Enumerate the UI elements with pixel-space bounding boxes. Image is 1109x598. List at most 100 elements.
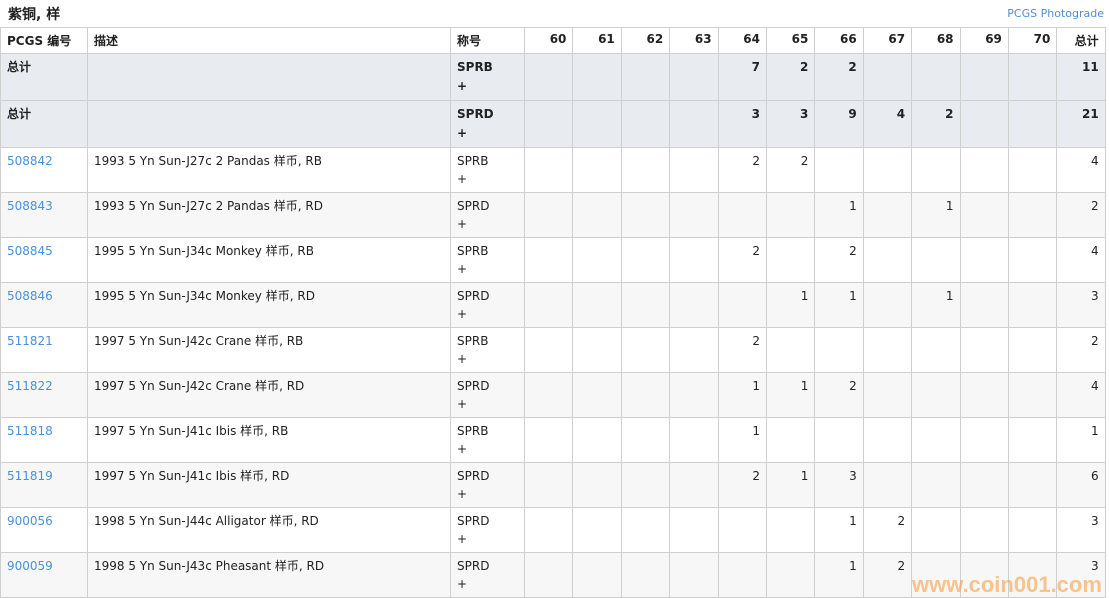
grade-count-cell (523, 100, 574, 148)
grade-count-cell (572, 507, 622, 553)
description-cell: 1995 5 Yn Sun-J34c Monkey 样币, RB (87, 237, 451, 283)
designation-cell: SPRD + (450, 552, 525, 598)
grade-count-cell: 4 (862, 100, 913, 148)
grade-count-cell (765, 192, 816, 238)
column-header[interactable]: 67 (862, 27, 913, 54)
grade-count-cell: 1 (765, 282, 816, 328)
grade-count-cell: 3 (765, 100, 816, 148)
grade-count-cell (620, 507, 671, 553)
description-cell: 1997 5 Yn Sun-J42c Crane 样币, RB (87, 327, 451, 373)
total-count-cell: 4 (1056, 147, 1106, 193)
grade-count-cell: 1 (814, 507, 864, 553)
grade-count-cell (959, 372, 1009, 418)
column-header[interactable]: 61 (572, 27, 622, 54)
grade-count-cell (620, 372, 671, 418)
grade-count-cell (1007, 147, 1058, 193)
designation-cell: SPRD + (450, 462, 525, 508)
description-cell: 1993 5 Yn Sun-J27c 2 Pandas 样币, RB (87, 147, 451, 193)
grade-count-cell (620, 462, 671, 508)
table-row: 511819 1997 5 Yn Sun-J41c Ibis 样币, RD SPRD… (0, 462, 1106, 508)
grade-count-cell (523, 237, 574, 283)
grade-count-cell (1007, 552, 1058, 598)
column-header[interactable]: PCGS 编号 (0, 27, 88, 54)
grade-count-cell: 2 (765, 147, 816, 193)
grade-count-cell (765, 417, 816, 463)
description-cell: 1995 5 Yn Sun-J34c Monkey 样币, RD (87, 282, 451, 328)
column-header[interactable]: 69 (959, 27, 1009, 54)
column-header[interactable]: 描述 (87, 27, 451, 54)
table-row: 511822 1997 5 Yn Sun-J42c Crane 样币, RD SPR… (0, 372, 1106, 418)
grade-count-cell (814, 327, 864, 373)
grade-count-cell (1007, 282, 1058, 328)
grade-count-cell (523, 192, 574, 238)
pcgs-number-link[interactable]: 900059 (7, 559, 53, 573)
column-header[interactable]: 66 (814, 27, 864, 54)
pcgs-number-link[interactable]: 508846 (7, 289, 53, 303)
column-header[interactable]: 60 (523, 27, 574, 54)
description-cell: 1993 5 Yn Sun-J27c 2 Pandas 样币, RD (87, 192, 451, 238)
grade-count-cell (862, 462, 913, 508)
column-header[interactable]: 65 (765, 27, 816, 54)
column-header[interactable]: 68 (911, 27, 961, 54)
total-count-cell: 3 (1056, 507, 1106, 553)
grade-count-cell (1007, 327, 1058, 373)
grade-count-cell: 1 (717, 372, 767, 418)
grade-count-cell: 2 (717, 147, 767, 193)
pcgs-number-link[interactable]: 511818 (7, 424, 53, 438)
grade-count-cell (911, 417, 961, 463)
grade-count-cell (523, 327, 574, 373)
total-count-cell: 11 (1056, 53, 1106, 101)
grade-count-cell (523, 417, 574, 463)
total-count-cell: 2 (1056, 192, 1106, 238)
grade-count-cell (911, 462, 961, 508)
column-header[interactable]: 称号 (450, 27, 525, 54)
total-label: 总计 (0, 53, 88, 101)
pcgs-number-link[interactable]: 900056 (7, 514, 53, 528)
grade-count-cell (669, 282, 719, 328)
grade-count-cell (572, 327, 622, 373)
grade-count-cell (620, 100, 671, 148)
designation-cell: SPRB + (450, 237, 525, 283)
grade-count-cell (765, 552, 816, 598)
grade-count-cell (1007, 192, 1058, 238)
designation-cell: SPRB + (450, 53, 525, 101)
grade-count-cell (911, 552, 961, 598)
column-header[interactable]: 64 (717, 27, 767, 54)
grade-count-cell (523, 552, 574, 598)
grade-count-cell (1007, 372, 1058, 418)
grade-count-cell (862, 327, 913, 373)
grade-count-cell: 2 (814, 53, 864, 101)
grade-count-cell (1007, 100, 1058, 148)
grade-count-cell (862, 282, 913, 328)
total-row: 总计 SPRD + 3 3 9 4 2 21 (0, 100, 1106, 148)
column-header[interactable]: 63 (669, 27, 719, 54)
grade-count-cell (911, 507, 961, 553)
grade-count-cell (572, 282, 622, 328)
grade-count-cell (765, 327, 816, 373)
pcgs-number-link[interactable]: 508842 (7, 154, 53, 168)
table-row: 511821 1997 5 Yn Sun-J42c Crane 样币, RB SPR… (0, 327, 1106, 373)
table-row: 511818 1997 5 Yn Sun-J41c Ibis 样币, RB SPRB… (0, 417, 1106, 463)
grade-count-cell (959, 147, 1009, 193)
column-header[interactable]: 62 (620, 27, 671, 54)
column-header[interactable]: 总计 (1056, 27, 1106, 54)
grade-count-cell (1007, 237, 1058, 283)
pcgs-number-link[interactable]: 508843 (7, 199, 53, 213)
column-header[interactable]: 70 (1007, 27, 1058, 54)
designation-cell: SPRD + (450, 100, 525, 148)
pcgs-number-link[interactable]: 508845 (7, 244, 53, 258)
pcgs-number-link[interactable]: 511822 (7, 379, 53, 393)
grade-count-cell: 1 (717, 417, 767, 463)
designation-cell: SPRB + (450, 417, 525, 463)
grade-count-cell (523, 372, 574, 418)
grade-count-cell (669, 192, 719, 238)
pcgs-number-link[interactable]: 511819 (7, 469, 53, 483)
grade-count-cell (572, 417, 622, 463)
grade-count-cell: 7 (717, 53, 767, 101)
grade-count-cell (572, 147, 622, 193)
description-cell: 1998 5 Yn Sun-J43c Pheasant 样币, RD (87, 552, 451, 598)
pcgs-number-link[interactable]: 511821 (7, 334, 53, 348)
grade-count-cell: 2 (765, 53, 816, 101)
grade-count-cell (669, 552, 719, 598)
pcgs-photograde-link[interactable]: PCGS Photograde (1007, 7, 1104, 20)
